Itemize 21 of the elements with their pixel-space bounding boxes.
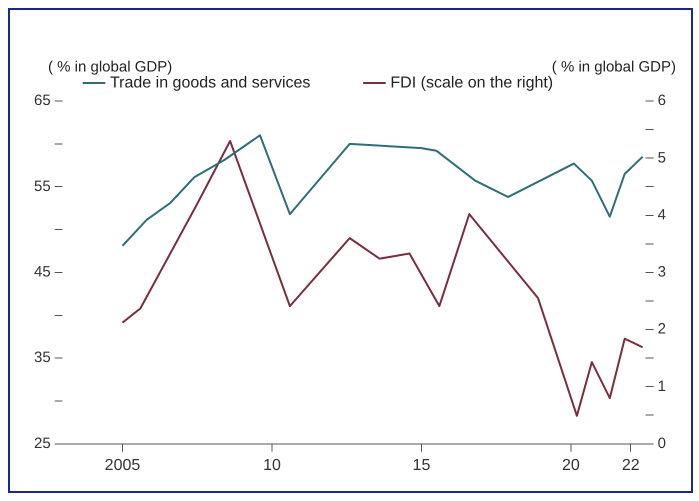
y2-tick-label: 5 — [658, 149, 666, 166]
y-tick-label: 45 — [34, 264, 51, 281]
y2-tick-label: 4 — [658, 206, 666, 224]
legend-label: FDI (scale on the right) — [390, 74, 554, 92]
x-tick-label: 2005 — [104, 456, 140, 474]
y2-tick-label: 6 — [658, 92, 666, 110]
x-tick-label: 20 — [562, 456, 580, 474]
y-axis-title: ( % in global GDP) — [48, 58, 172, 76]
x-tick-label: 15 — [412, 456, 430, 474]
y-tick-label: 35 — [34, 349, 51, 366]
x-tick-label: 22 — [622, 456, 640, 474]
y-tick-label: 25 — [34, 434, 51, 452]
y2-tick-label: 0 — [658, 434, 666, 452]
legend-label: Trade in goods and services — [110, 74, 310, 92]
y2-tick-label: 2 — [658, 320, 666, 338]
y-tick-label: 65 — [34, 92, 51, 110]
y2-tick-label: 1 — [658, 378, 666, 395]
y-tick-label: 55 — [34, 178, 51, 195]
y2-tick-label: 3 — [658, 264, 666, 281]
y2-axis-title: ( % in global GDP) — [552, 58, 676, 76]
x-tick-label: 10 — [263, 456, 281, 474]
